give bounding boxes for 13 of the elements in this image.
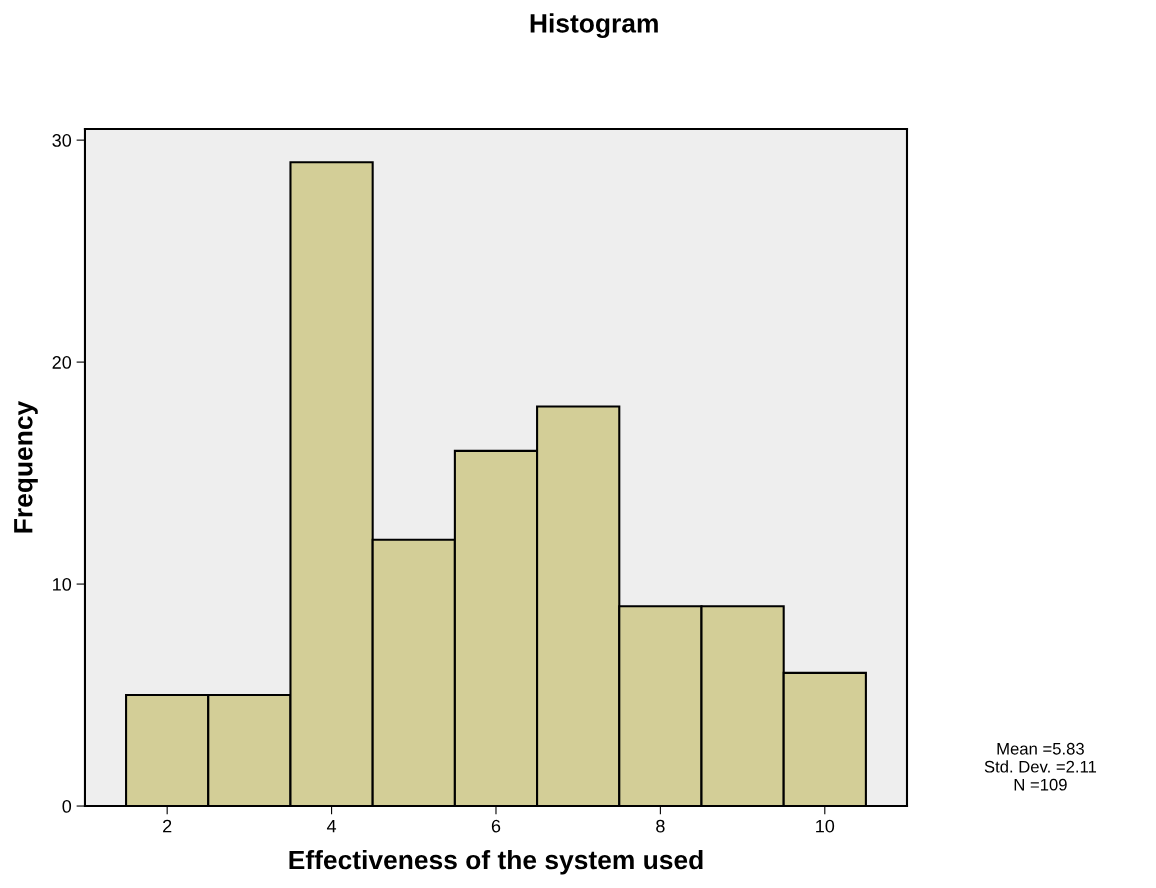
y-axis-title: Frequency bbox=[14, 400, 38, 533]
text: Mean =5.83 Std. Dev. =2.11 N =109 bbox=[984, 742, 1097, 791]
x-axis-title: Effectiveness of the system used bbox=[289, 849, 703, 875]
y-tick-label: 30 bbox=[52, 134, 72, 147]
y-tick-label: 0 bbox=[62, 799, 72, 813]
y-tick-label: 10 bbox=[53, 578, 72, 591]
x-tick-label: 10 bbox=[816, 819, 835, 833]
chart-title: Histogram bbox=[530, 13, 658, 39]
x-tick-label: 8 bbox=[656, 819, 665, 833]
x-tick-label: 2 bbox=[163, 819, 172, 833]
x-tick-label: 4 bbox=[326, 819, 337, 833]
y-tick-label: 20 bbox=[52, 356, 72, 369]
x-tick-label: 6 bbox=[491, 819, 501, 833]
